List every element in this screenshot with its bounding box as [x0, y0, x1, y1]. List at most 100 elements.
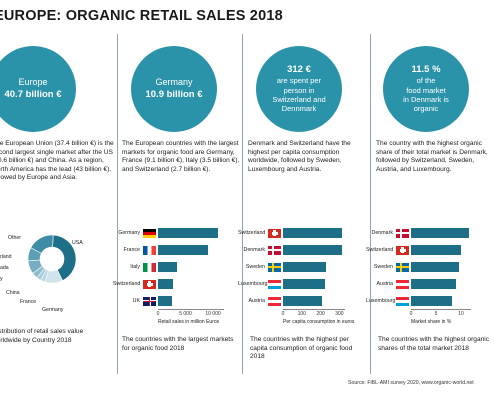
- bar: [158, 279, 173, 289]
- x-axis-title: Per capita consumption in euros: [283, 319, 355, 325]
- bar: [411, 228, 469, 238]
- bar-row: Germany: [113, 228, 218, 238]
- bar-row: Switzerland: [366, 245, 461, 255]
- bar-row: Denmark: [238, 245, 342, 255]
- denmark-flag-icon: [268, 245, 281, 255]
- world-share-donut: [27, 234, 77, 284]
- bar: [158, 245, 209, 255]
- market-size-bar-chart: Germany France Italy Switzerland UK 0 5 000 10 …: [113, 228, 241, 325]
- per-capita-circle: 312 € are spent per person in Switzerlan…: [256, 46, 342, 132]
- bar: [283, 245, 342, 255]
- x-tick-label: 10 000: [205, 311, 221, 317]
- bar-row: Austria: [366, 279, 456, 289]
- germany-paragraph: The European countries with the largest …: [122, 140, 240, 173]
- circle-value: 40.7 billion €: [4, 88, 62, 100]
- bar-row: Luxembourg: [366, 296, 452, 306]
- donut-label-canada: ada: [0, 265, 9, 271]
- switzerland-flag-icon: [268, 228, 281, 238]
- per-capita-bar-chart: Switzerland Denmark Sweden Luxembourg Austri…: [238, 228, 370, 325]
- donut-slice-usa: [52, 234, 77, 281]
- x-tick-label: 0: [281, 311, 285, 317]
- donut-label-usa: USA: [72, 240, 83, 246]
- circle-label: Germany: [155, 77, 193, 88]
- bar-category-label: Germany: [118, 230, 140, 236]
- x-axis-line: [411, 309, 471, 310]
- bar-row: Austria: [238, 296, 322, 306]
- sweden-flag-icon: [268, 262, 281, 272]
- bar-row: Italy: [113, 262, 178, 272]
- circle-text: organic: [413, 104, 439, 114]
- bar: [158, 262, 178, 272]
- bar-row: France: [113, 245, 209, 255]
- bar: [283, 228, 342, 238]
- x-axis-title: Retail sales in million Euros: [158, 319, 220, 325]
- circle-text: person in: [283, 85, 315, 95]
- source-note: Source: FiBL-AMI survey 2020, www.organi…: [348, 380, 474, 386]
- bar: [158, 228, 218, 238]
- market-share-paragraph: The country with the highest organic sha…: [376, 140, 488, 173]
- page-title: EUROPE: ORGANIC RETAIL SALES 2018: [0, 8, 283, 24]
- per-capita-paragraph: Denmark and Switzerland have the highest…: [248, 140, 351, 173]
- circle-text: of the: [416, 76, 436, 86]
- x-tick-label: 5 000: [179, 311, 192, 317]
- circle-text: Dennmark: [281, 104, 317, 114]
- circle-value: 11.5 %: [411, 64, 441, 76]
- donut-label-other: Other: [8, 235, 21, 241]
- bar-row: Switzerland: [238, 228, 342, 238]
- europe-circle: Europe 40.7 billion €: [0, 46, 76, 132]
- donut-slice-germany: [30, 234, 54, 254]
- bar-category-label: Switzerland: [238, 230, 266, 236]
- italy-flag-icon: [143, 262, 156, 272]
- bar-row: Sweden: [366, 262, 459, 272]
- bar-category-label: Switzerland: [113, 281, 141, 287]
- bar-category-label: Denmark: [371, 230, 394, 236]
- x-tick-label: 10: [458, 311, 464, 317]
- x-tick-label: 0: [409, 311, 413, 317]
- x-tick-label: 0: [156, 311, 160, 317]
- bar-category-label: Denmark: [243, 247, 266, 253]
- market-share-caption: The countries with the highest organic s…: [378, 336, 490, 352]
- bar: [283, 296, 322, 306]
- donut-label-switzerland: rland: [0, 254, 12, 260]
- bar-category-label: Austria: [376, 281, 394, 287]
- x-tick-label: 100: [297, 311, 306, 317]
- luxembourg-flag-icon: [396, 296, 409, 306]
- bar: [411, 262, 459, 272]
- sweden-flag-icon: [396, 262, 409, 272]
- column-divider: [117, 34, 118, 374]
- bar: [411, 279, 456, 289]
- austria-flag-icon: [396, 279, 409, 289]
- bar-category-label: UK: [132, 298, 140, 304]
- donut-label-china: China: [6, 290, 20, 296]
- donut-label-italy: y: [0, 276, 3, 282]
- uk-flag-icon: [143, 296, 156, 306]
- bar: [158, 296, 172, 306]
- circle-value: 312 €: [287, 64, 311, 76]
- austria-flag-icon: [268, 296, 281, 306]
- market-share-bar-chart: Denmark Switzerland Sweden Austria Luxembour…: [366, 228, 491, 325]
- donut-caption: Distribution of retail sales value world…: [0, 328, 84, 344]
- x-axis-line: [283, 309, 345, 310]
- germany-circle: Germany 10.9 billion €: [131, 46, 217, 132]
- bar-row: Sweden: [238, 262, 327, 272]
- bar: [411, 296, 452, 306]
- donut-label-france: France: [20, 299, 37, 305]
- luxembourg-flag-icon: [268, 279, 281, 289]
- bar-row: UK: [113, 296, 172, 306]
- bar-category-label: Austria: [248, 298, 266, 304]
- europe-paragraph: The European Union (37.4 billion €) is t…: [0, 140, 114, 182]
- circle-value: 10.9 billion €: [145, 88, 203, 100]
- x-axis-line: [158, 309, 224, 310]
- bar-row: Denmark: [366, 228, 469, 238]
- bar-category-label: Luxembourg: [238, 281, 268, 287]
- x-axis-title: Market share in %: [411, 319, 452, 325]
- bar-category-label: Sweden: [373, 264, 393, 270]
- x-tick-label: 200: [316, 311, 325, 317]
- circle-label: Europe: [18, 77, 48, 88]
- market-share-circle: 11.5 % of the food market in Denmark is …: [383, 46, 469, 132]
- column-divider: [242, 34, 243, 374]
- france-flag-icon: [143, 245, 156, 255]
- bar-category-label: Luxembourg: [366, 298, 396, 304]
- market-size-caption: The countries with the largest markets f…: [122, 336, 234, 352]
- denmark-flag-icon: [396, 228, 409, 238]
